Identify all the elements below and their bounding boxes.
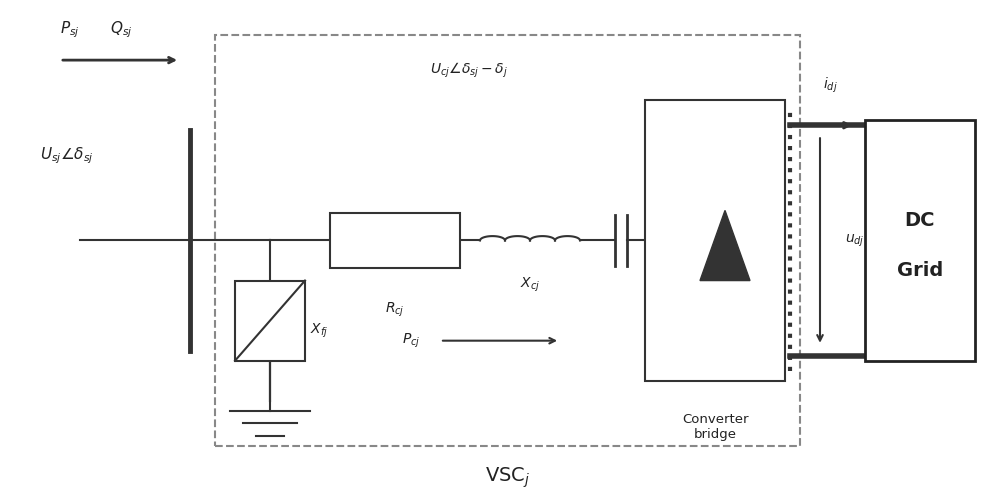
Text: DC: DC: [905, 211, 935, 230]
Text: Grid: Grid: [897, 261, 943, 280]
Text: Converter
bridge: Converter bridge: [682, 413, 748, 441]
Text: $U_{sj}\angle\delta_{sj}$: $U_{sj}\angle\delta_{sj}$: [40, 145, 94, 166]
Text: $X_{fj}$: $X_{fj}$: [310, 322, 328, 340]
Text: $Q_{sj}$: $Q_{sj}$: [110, 20, 133, 40]
Text: $i_{dj}$: $i_{dj}$: [823, 76, 837, 95]
Bar: [235, 281, 305, 361]
Text: $P_{sj}$: $P_{sj}$: [60, 20, 80, 40]
Bar: [330, 213, 460, 268]
Polygon shape: [700, 210, 750, 281]
Text: $R_{cj}$: $R_{cj}$: [385, 301, 405, 319]
Text: $X_{cj}$: $X_{cj}$: [520, 276, 540, 294]
Bar: [215, 35, 800, 446]
Text: $u_{dj}$: $u_{dj}$: [845, 232, 865, 248]
Text: $P_{cj}$: $P_{cj}$: [402, 332, 420, 350]
Text: $\mathrm{VSC}_{j}$: $\mathrm{VSC}_{j}$: [485, 466, 530, 490]
Bar: [645, 100, 785, 381]
Text: $U_{cj}\angle\delta_{sj}-\delta_{j}$: $U_{cj}\angle\delta_{sj}-\delta_{j}$: [430, 61, 508, 80]
Bar: [865, 120, 975, 361]
